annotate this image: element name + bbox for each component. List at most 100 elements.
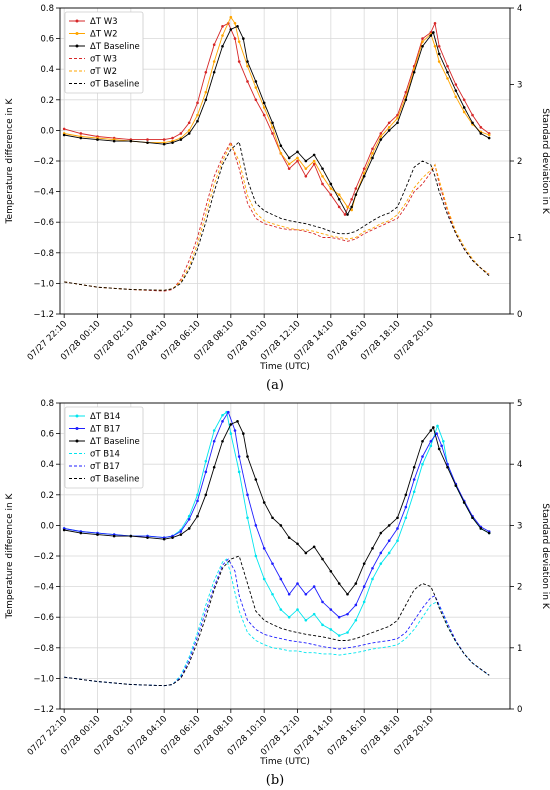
- legend-marker: [75, 32, 79, 35]
- data-point: [312, 153, 316, 157]
- data-point: [212, 465, 216, 469]
- data-point: [446, 77, 449, 80]
- data-point: [412, 465, 416, 469]
- data-point: [404, 98, 408, 102]
- data-point: [387, 126, 391, 129]
- data-point: [221, 413, 224, 417]
- data-point: [204, 470, 208, 474]
- data-point: [229, 432, 233, 435]
- data-point: [379, 132, 383, 135]
- data-point: [462, 110, 466, 114]
- series-line-3: [64, 558, 490, 687]
- data-point: [421, 439, 424, 443]
- data-point: [196, 493, 199, 497]
- legend-box: [64, 11, 144, 94]
- data-point: [221, 25, 224, 28]
- data-point: [304, 159, 308, 163]
- data-point: [404, 90, 408, 94]
- data-point: [229, 15, 233, 19]
- y-tick-label: 0.2: [40, 491, 54, 501]
- data-point: [242, 37, 245, 40]
- y-tick-label: −1.0: [33, 279, 54, 289]
- data-point: [471, 516, 474, 520]
- data-point: [287, 162, 291, 166]
- data-point: [471, 121, 474, 125]
- data-point: [312, 162, 316, 166]
- data-point: [187, 517, 191, 521]
- data-point: [79, 136, 83, 140]
- data-point: [212, 60, 216, 63]
- data-point: [337, 634, 341, 637]
- legend: ΔT B14 ΔT B17 ΔT Baseline σT B14 σT B17 σT Ba…: [64, 406, 144, 489]
- plot-frame: [59, 402, 511, 710]
- data-point: [337, 615, 341, 619]
- data-point: [379, 138, 383, 141]
- legend-marker: [75, 427, 79, 430]
- y-axis-title: Temperature difference in K: [5, 492, 15, 619]
- data-point: [350, 205, 353, 209]
- data-point: [387, 551, 391, 555]
- x-axis-title: Time (UTC): [259, 362, 310, 372]
- data-point: [79, 132, 83, 135]
- data-point: [304, 167, 308, 170]
- data-point: [254, 80, 258, 83]
- data-point: [254, 86, 258, 89]
- legend-label: ΔT Baseline: [90, 437, 140, 447]
- legend-marker: [75, 19, 79, 23]
- data-point: [296, 542, 299, 546]
- data-point: [354, 618, 358, 622]
- chart-b: −1.2 −1.0 −0.8 −0.6 −0.4 −0.2 0.0 0.2 0.4 0.6 0.8 0…: [5, 399, 550, 788]
- data-point: [279, 144, 283, 147]
- legend-box: [64, 406, 144, 489]
- legend-label: ΔT Baseline: [90, 42, 140, 52]
- series-line-0: [64, 411, 490, 637]
- data-point: [179, 138, 183, 141]
- data-point: [196, 113, 199, 117]
- data-point: [287, 156, 291, 160]
- data-point: [304, 592, 308, 596]
- data-point: [271, 592, 274, 596]
- y-axis-title: Temperature difference in K: [5, 97, 15, 224]
- data-point: [204, 493, 208, 497]
- data-point: [162, 138, 166, 141]
- data-point: [421, 40, 424, 43]
- data-point: [454, 89, 458, 92]
- data-point: [329, 182, 333, 186]
- y-tick-label: −0.6: [33, 613, 54, 623]
- data-point: [271, 132, 274, 135]
- data-point: [296, 159, 299, 163]
- y-right-tick-label: 0: [517, 705, 522, 715]
- data-point: [479, 126, 483, 129]
- y-tick-label: 0.6: [40, 35, 54, 45]
- data-point: [279, 524, 283, 527]
- series-line-4: [64, 143, 490, 291]
- data-point: [321, 557, 324, 561]
- y-right-tick-label: 5: [517, 399, 522, 409]
- data-point: [112, 534, 116, 538]
- data-point: [421, 455, 424, 458]
- y-right-tick-label: 3: [517, 521, 522, 531]
- data-point: [343, 213, 347, 216]
- y-right-tick-label: 2: [517, 157, 522, 167]
- data-point: [321, 167, 324, 170]
- data-point: [229, 28, 233, 31]
- data-point: [371, 577, 374, 581]
- data-point: [171, 136, 174, 140]
- data-point: [354, 193, 358, 196]
- data-point: [212, 70, 216, 74]
- y-tick-label: 0.8: [40, 399, 54, 409]
- data-point: [432, 426, 435, 429]
- data-point: [187, 527, 191, 530]
- y-right-axis-title: Standard deviation in K: [540, 503, 550, 610]
- data-point: [362, 175, 366, 178]
- data-point: [396, 116, 399, 120]
- data-point: [487, 133, 491, 137]
- data-point: [196, 119, 199, 123]
- y-right-axis-title: Standard deviation in K: [540, 108, 550, 215]
- y-tick-label: −0.2: [33, 552, 54, 562]
- data-point: [271, 516, 274, 520]
- data-point: [429, 429, 433, 432]
- data-point: [271, 126, 274, 129]
- data-point: [371, 156, 374, 160]
- data-point: [237, 60, 241, 63]
